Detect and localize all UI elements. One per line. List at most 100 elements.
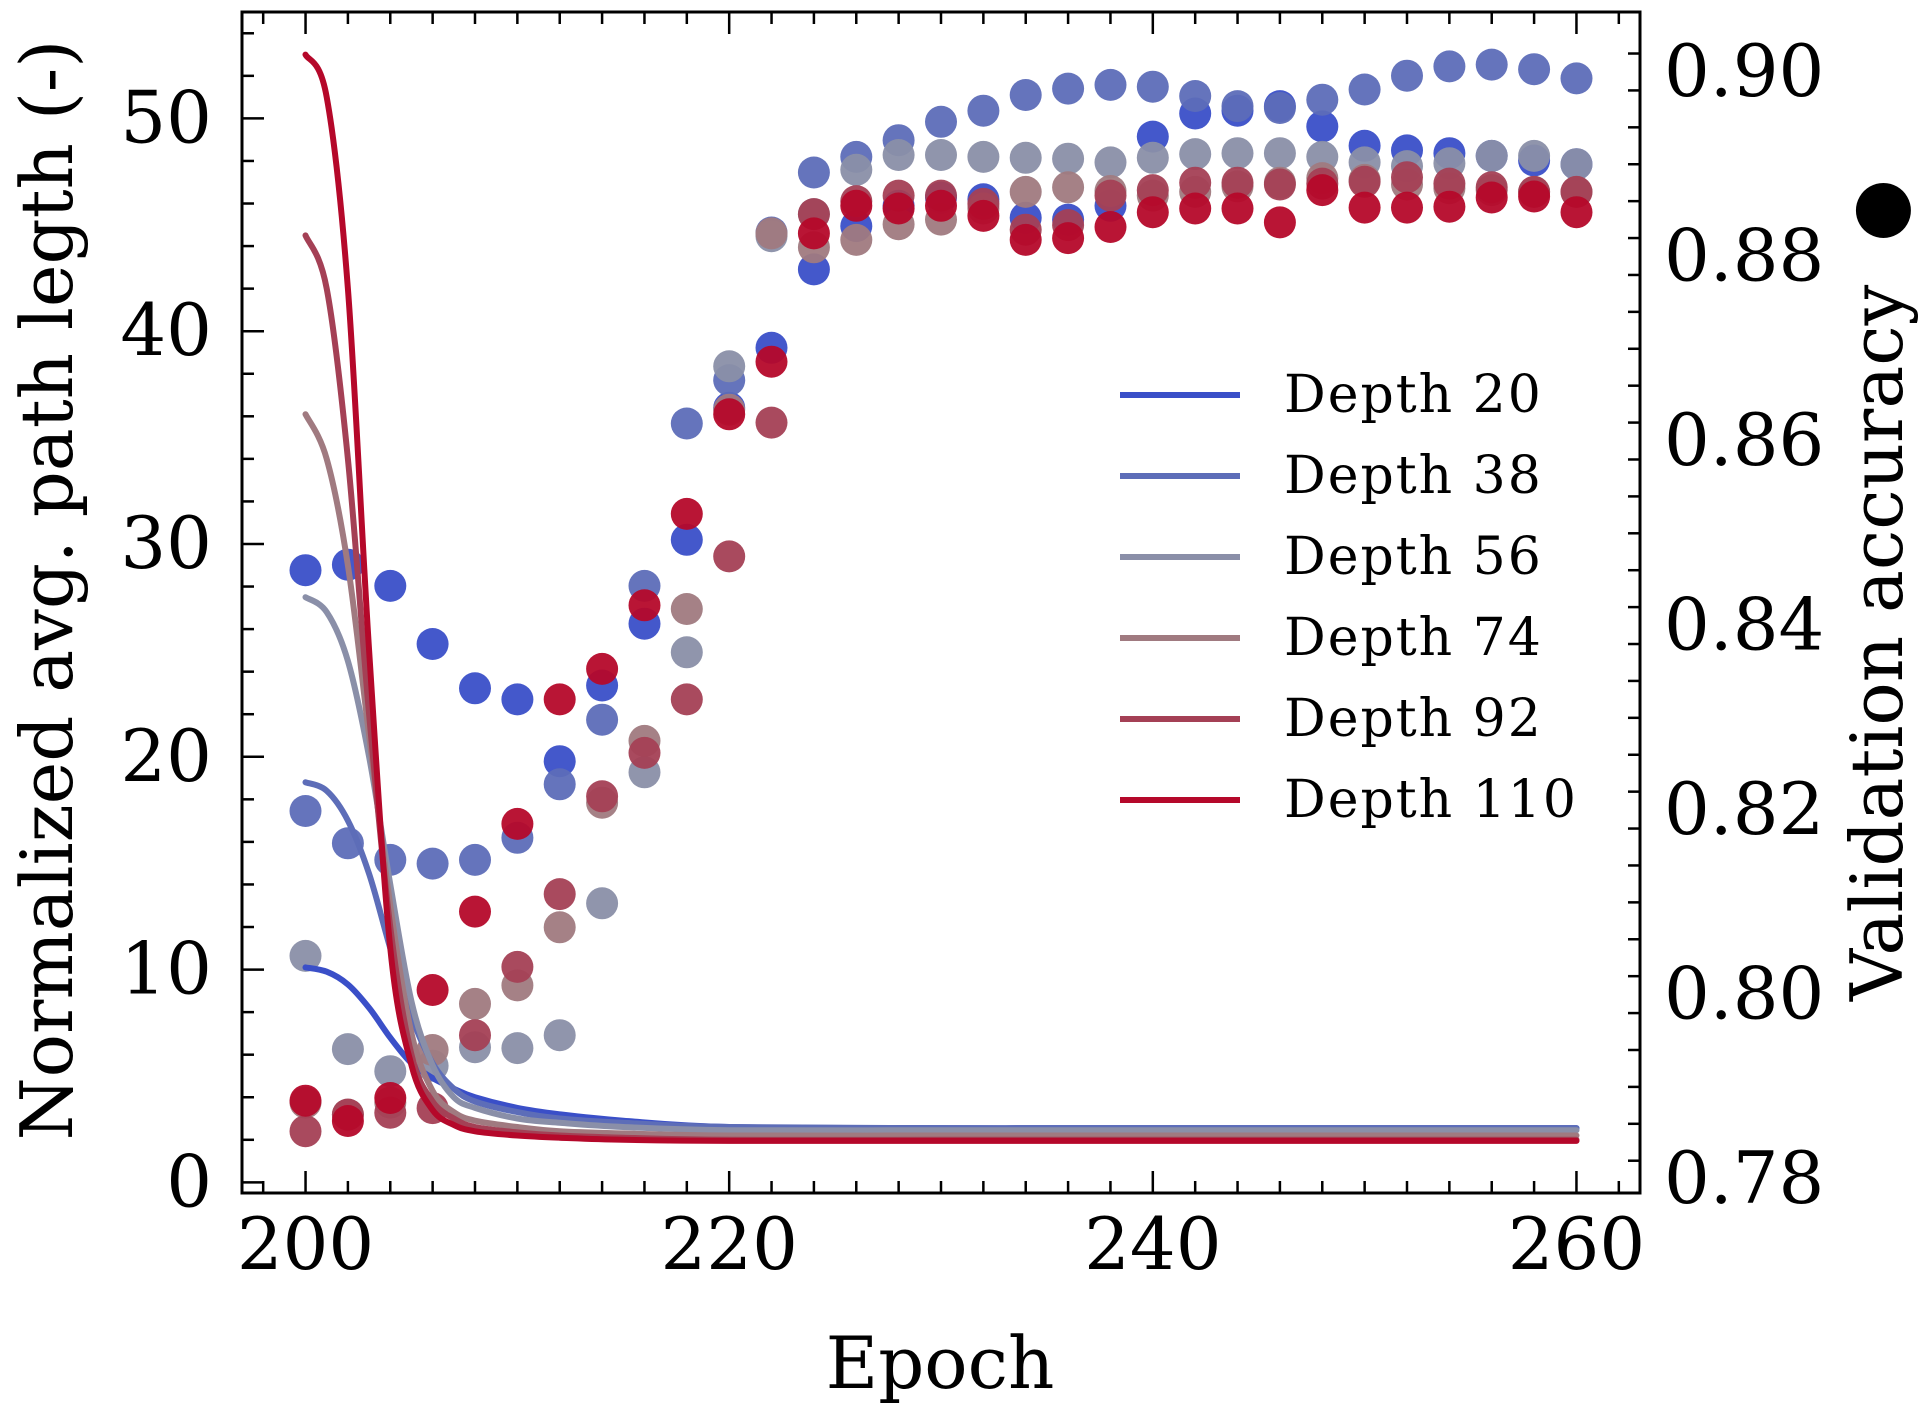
legend-label: Depth 92	[1284, 689, 1543, 749]
y-right-tick-label: 0.80	[1664, 952, 1824, 1036]
accuracy-point	[501, 807, 534, 840]
path-length-line-depth-74	[302, 411, 1580, 1139]
accuracy-point	[1518, 180, 1551, 213]
accuracy-point	[755, 345, 788, 378]
accuracy-point	[1560, 148, 1593, 181]
accuracy-point	[416, 847, 449, 880]
y-left-tick-label: 40	[120, 288, 212, 372]
legend-item-depth-38: Depth 38	[1120, 446, 1543, 506]
y-axis-right-label: Validation accuracy	[1835, 284, 1919, 1002]
accuracy-point	[543, 768, 576, 801]
accuracy-point	[713, 350, 746, 383]
accuracy-point	[586, 887, 619, 920]
svg-text:Validation accuracy ●: Validation accuracy ●	[1835, 179, 1919, 1002]
x-tick-label: 200	[237, 1202, 374, 1286]
accuracy-point	[1475, 181, 1508, 214]
accuracy-point	[967, 140, 1000, 173]
accuracy-point	[586, 780, 619, 813]
accuracy-point	[1179, 192, 1212, 225]
accuracy-point	[1136, 141, 1169, 174]
accuracy-point	[797, 217, 830, 250]
accuracy-point	[586, 703, 619, 736]
accuracy-point	[1221, 192, 1254, 225]
y-left-tick-label: 30	[120, 501, 212, 585]
accuracy-point	[543, 745, 576, 778]
accuracy-point	[670, 636, 703, 669]
y-right-tick-label: 0.84	[1664, 583, 1824, 667]
accuracy-series-depth-110	[289, 174, 1593, 1137]
accuracy-point	[840, 153, 873, 186]
y-left-tick-label: 20	[120, 714, 212, 798]
y-axis-left-label: Normalized avg. path legth (-)	[5, 40, 89, 1141]
accuracy-point	[967, 199, 1000, 232]
legend-item-depth-110: Depth 110	[1120, 770, 1576, 830]
accuracy-point	[925, 139, 957, 171]
accuracy-point	[670, 523, 703, 556]
accuracy-point	[1306, 110, 1339, 143]
accuracy-point	[1094, 146, 1127, 179]
accuracy-point	[331, 1105, 364, 1137]
path-length-line-depth-20	[302, 964, 1580, 1132]
accuracy-point	[1094, 68, 1127, 101]
accuracy-point	[840, 189, 873, 222]
accuracy-point	[1136, 196, 1169, 229]
accuracy-point	[1009, 79, 1042, 111]
accuracy-point	[1094, 179, 1127, 212]
accuracy-point	[1263, 92, 1296, 124]
accuracy-point	[925, 105, 957, 138]
accuracy-point	[1009, 141, 1042, 174]
accuracy-point	[459, 1019, 491, 1052]
accuracy-point	[1136, 70, 1169, 103]
accuracy-point	[1136, 174, 1169, 207]
accuracy-point	[459, 672, 491, 705]
y-right-tick-label: 0.78	[1664, 1136, 1824, 1220]
accuracy-point	[586, 652, 619, 685]
x-tick-label: 240	[1084, 1202, 1221, 1286]
accuracy-point	[670, 407, 703, 440]
accuracy-point	[1391, 161, 1423, 194]
accuracy-point	[1348, 73, 1381, 106]
accuracy-point	[755, 406, 788, 439]
accuracy-point	[1391, 191, 1423, 224]
legend-item-depth-20: Depth 20	[1120, 365, 1541, 425]
legend-label: Depth 56	[1284, 527, 1543, 587]
accuracy-point	[543, 911, 576, 944]
accuracy-point	[1179, 80, 1212, 112]
accuracy-point	[628, 736, 661, 769]
y-right-tick-label: 0.82	[1664, 767, 1824, 851]
accuracy-point	[289, 939, 322, 972]
accuracy-point	[1306, 174, 1339, 207]
y-left-tick-label: 50	[120, 75, 212, 159]
accuracy-point	[1221, 90, 1254, 123]
accuracy-point	[882, 192, 915, 225]
accuracy-point	[289, 795, 322, 827]
path-length-line-depth-38	[302, 779, 1580, 1132]
accuracy-point	[1433, 167, 1466, 200]
accuracy-point	[797, 156, 830, 189]
accuracy-point	[1221, 166, 1254, 199]
accuracy-point	[925, 189, 957, 222]
accuracy-point	[543, 878, 576, 911]
accuracy-point	[713, 540, 746, 573]
accuracy-point	[713, 398, 746, 431]
accuracy-point	[1052, 72, 1085, 105]
y-left-tick-label: 0	[166, 1139, 212, 1223]
accuracy-point	[670, 683, 703, 716]
accuracy-point	[331, 1033, 364, 1066]
legend-label: Depth 38	[1284, 446, 1543, 506]
legend: Depth 20 Depth 38 Depth 56 Depth 74 Depth 92…	[1120, 365, 1576, 830]
accuracy-point	[289, 1084, 322, 1117]
accuracy-point	[1221, 137, 1254, 170]
accuracy-scatter-layer	[289, 48, 1593, 1148]
accuracy-point	[374, 569, 407, 602]
accuracy-point	[1052, 171, 1085, 204]
accuracy-point	[1263, 206, 1296, 239]
accuracy-point	[670, 593, 703, 625]
accuracy-point	[1560, 62, 1593, 95]
accuracy-point	[1263, 137, 1296, 170]
x-axis-label: Epoch	[826, 1321, 1055, 1405]
y-axis-right-marker: ●	[1835, 179, 1919, 242]
accuracy-point	[1094, 211, 1127, 243]
accuracy-point	[501, 950, 534, 983]
